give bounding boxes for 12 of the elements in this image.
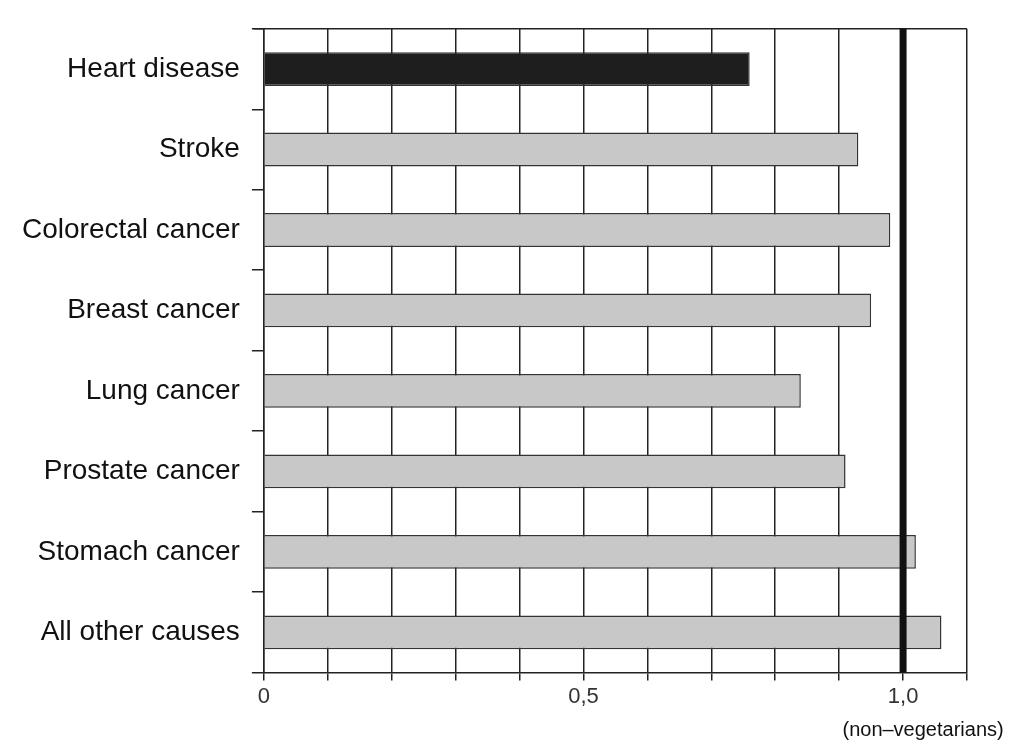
x-tick-label: 1,0 xyxy=(887,682,919,708)
y-tick-label: Stroke xyxy=(158,132,240,164)
y-tick-label: Prostate cancer xyxy=(43,454,240,486)
x-tick-label: 0,5 xyxy=(568,682,599,708)
y-tick-label: Colorectal cancer xyxy=(22,212,240,244)
y-tick-label: Breast cancer xyxy=(67,293,240,325)
y-tick-label: Heart disease xyxy=(67,51,240,83)
ref-line-label: (non–vegetarians) xyxy=(842,718,1004,741)
y-tick-label: Lung cancer xyxy=(85,373,240,405)
x-tick-label: 0 xyxy=(257,682,270,708)
y-tick-label: All other causes xyxy=(40,615,240,647)
y-tick-label: Stomach cancer xyxy=(37,534,240,566)
